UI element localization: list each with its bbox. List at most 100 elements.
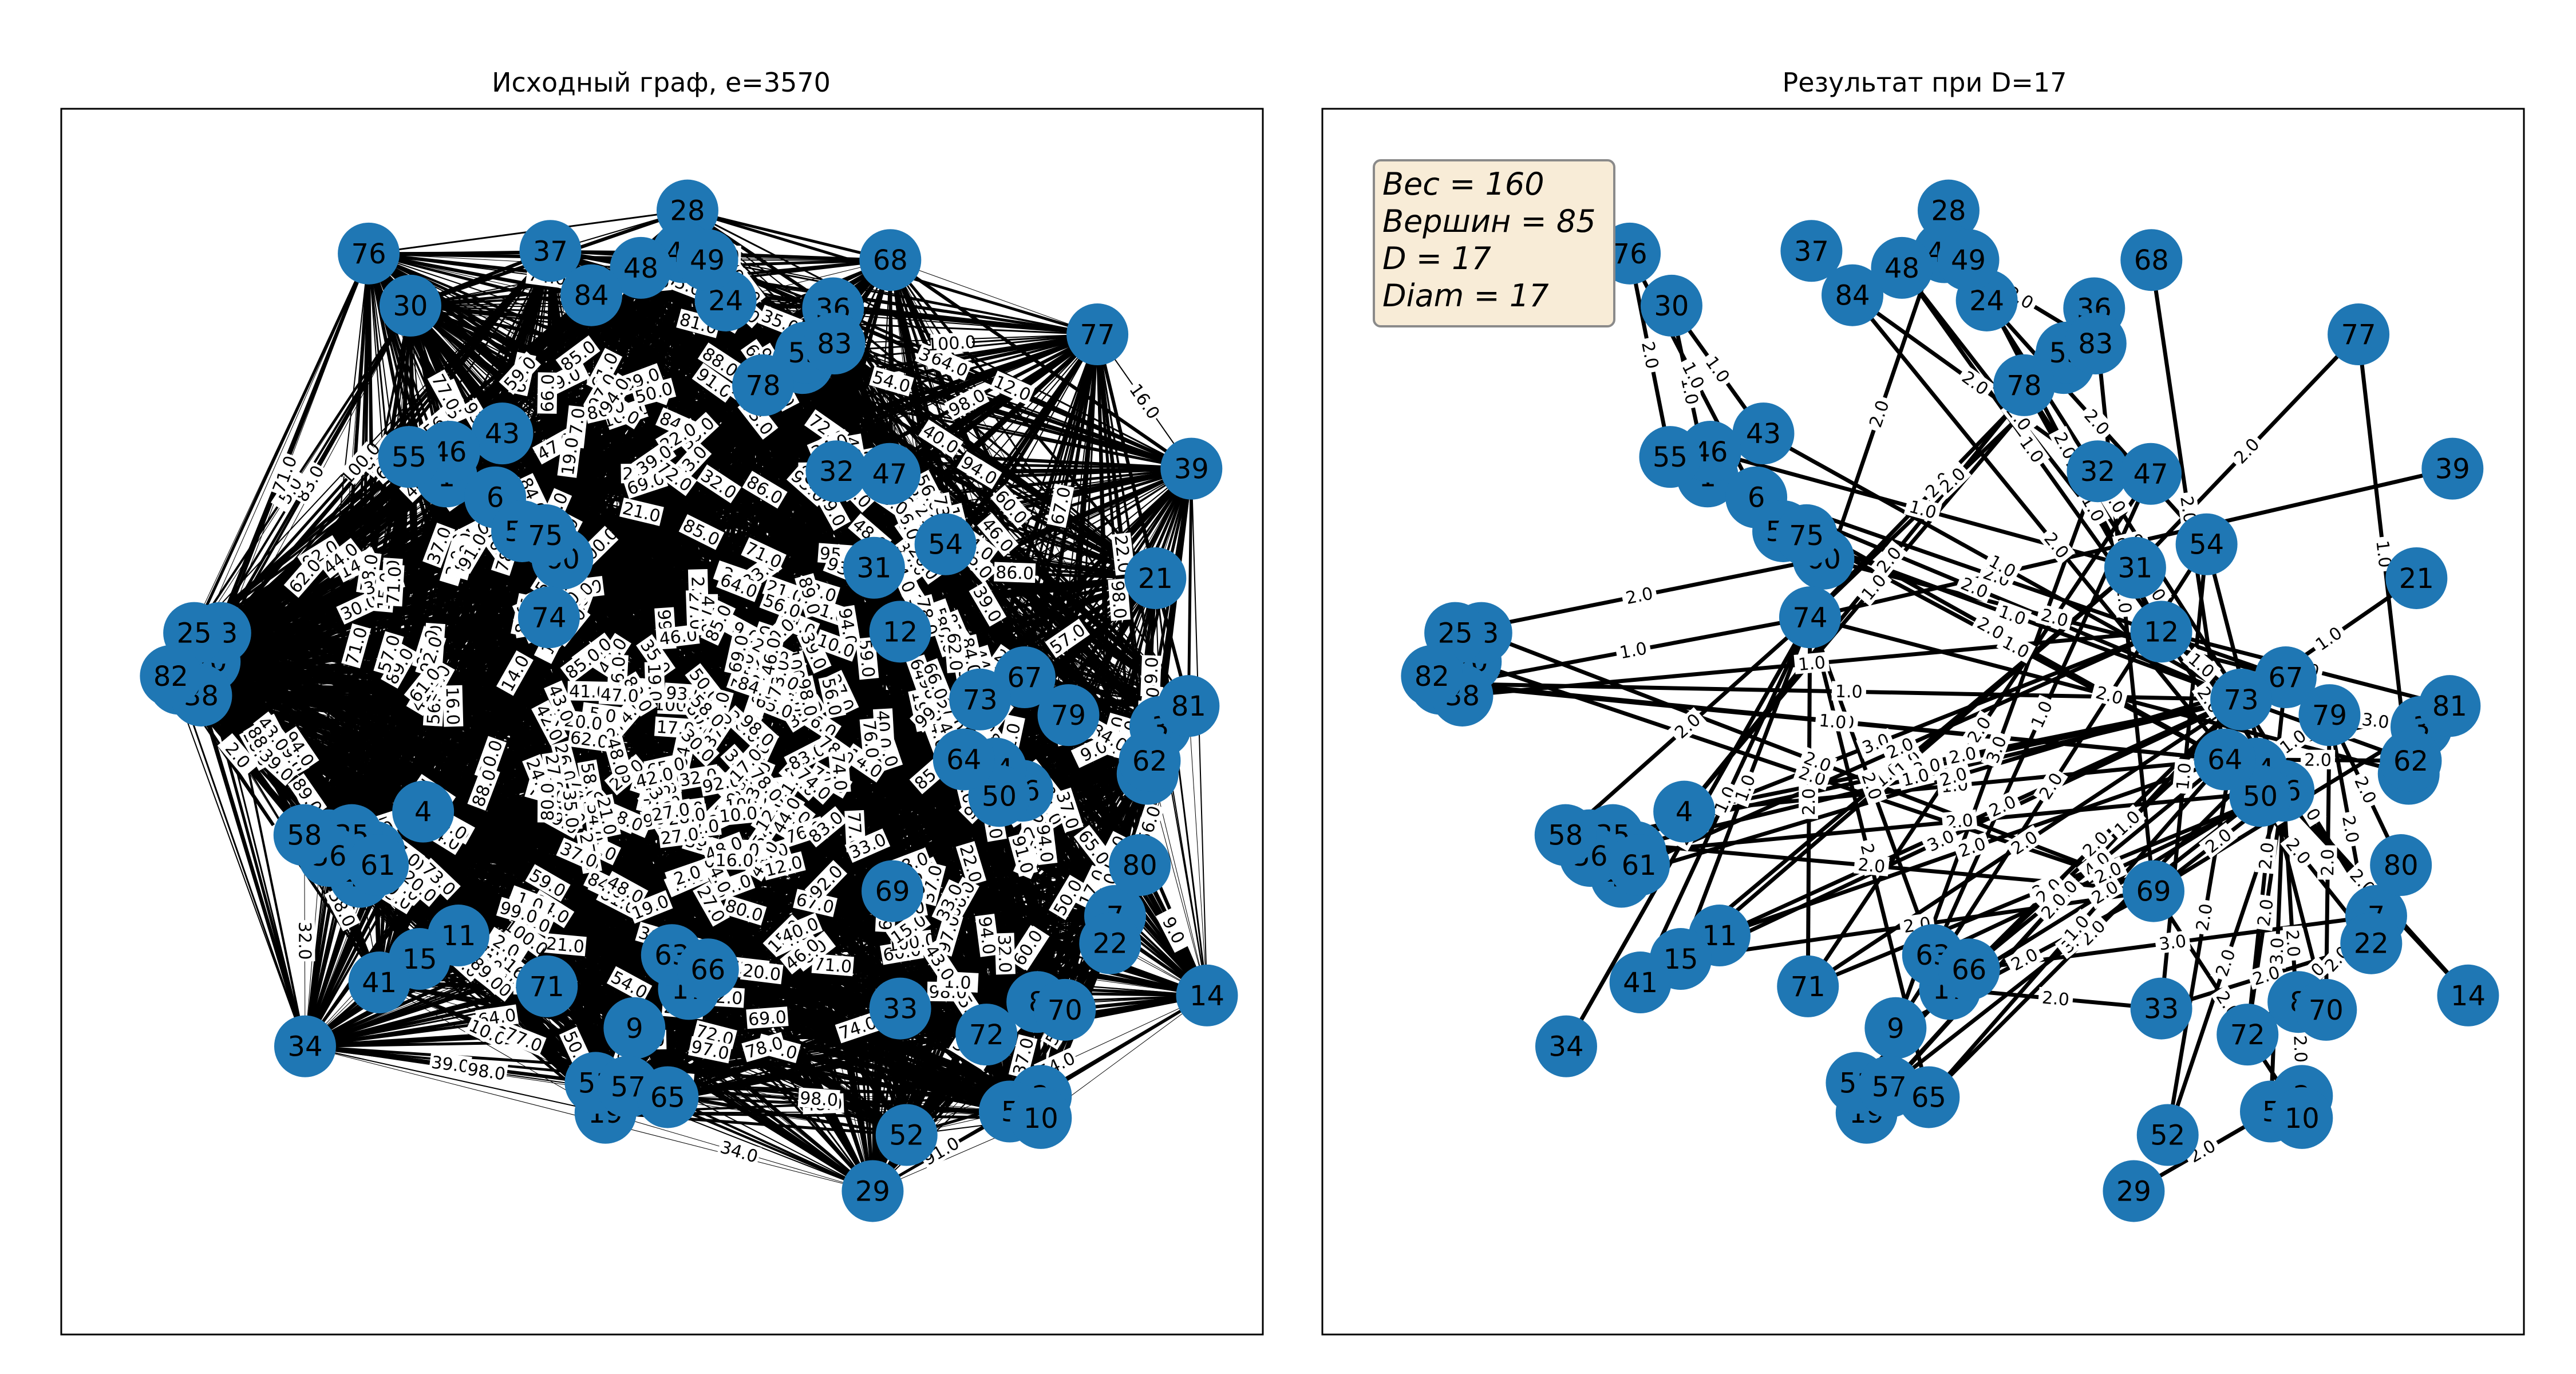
left-edge-label: 62.0 <box>943 630 967 673</box>
left-node-61: 61 <box>347 834 409 897</box>
left-node-29: 29 <box>841 1160 904 1222</box>
left-node-33: 33 <box>869 977 931 1040</box>
left-node-label: 12 <box>883 616 918 648</box>
left-node-76: 76 <box>338 222 400 285</box>
left-node-39: 39 <box>1160 437 1223 500</box>
left-edge-label-text: 66.0 <box>538 374 559 412</box>
left-edge-label: 98.0 <box>797 1087 840 1111</box>
left-node-4: 4 <box>392 780 455 843</box>
left-node-label: 80 <box>1123 850 1157 882</box>
left-node-75: 75 <box>514 504 576 566</box>
left-node-83: 83 <box>803 312 866 374</box>
left-node-34: 34 <box>274 1015 336 1077</box>
left-edge-label: 35.0 <box>559 787 583 831</box>
left-node-78: 78 <box>732 354 795 416</box>
left-node-82: 82 <box>140 645 202 707</box>
left-node-84: 84 <box>560 264 623 326</box>
left-node-label: 48 <box>623 252 658 285</box>
left-node-54: 54 <box>914 513 977 575</box>
left-node-68: 68 <box>859 229 922 291</box>
left-node-80: 80 <box>1109 834 1171 897</box>
left-node-81: 81 <box>1157 675 1220 737</box>
left-node-label: 33 <box>883 993 918 1025</box>
left-node-label: 78 <box>746 370 781 402</box>
left-node-label: 55 <box>392 441 426 473</box>
left-edge-label: 66.0 <box>537 372 559 414</box>
left-node-label: 69 <box>875 876 910 908</box>
left-node-9: 9 <box>603 997 666 1059</box>
left-node-73: 73 <box>949 668 1012 731</box>
left-edge-label-text: 98.0 <box>799 1088 839 1111</box>
left-node-label: 58 <box>287 820 322 852</box>
left-node-label: 77 <box>1080 319 1115 351</box>
left-edge-label: 47.0 <box>598 684 641 707</box>
right-panel-title: Результат при D=17 <box>1783 67 2067 98</box>
left-node-47: 47 <box>859 443 921 505</box>
left-edge-label-text: 32.0 <box>294 922 314 960</box>
left-edge-label: 86.0 <box>994 562 1036 584</box>
left-node-label: 61 <box>361 850 396 882</box>
left-edge-label: 100.0 <box>926 331 977 356</box>
left-node-label: 31 <box>856 552 891 585</box>
left-edge <box>304 855 330 1047</box>
left-edge-label-text: 71.0 <box>384 566 406 605</box>
left-node-label: 68 <box>873 244 908 277</box>
left-node-label: 47 <box>872 459 907 491</box>
left-edge <box>219 253 370 634</box>
left-node-label: 49 <box>690 244 725 277</box>
left-node-66: 66 <box>677 938 739 1001</box>
left-node-21: 21 <box>1124 547 1187 609</box>
left-node-label: 70 <box>1048 994 1082 1026</box>
left-node-label: 29 <box>855 1175 890 1207</box>
left-node-55: 55 <box>378 426 440 488</box>
left-node-41: 41 <box>348 951 410 1014</box>
left-edge-label: 80.0 <box>537 781 558 823</box>
left-edge-label-text: 69.0 <box>748 1007 787 1030</box>
left-edge-label-text: 62.0 <box>943 632 966 672</box>
left-node-79: 79 <box>1037 684 1100 747</box>
left-node-label: 83 <box>817 328 852 360</box>
left-node-32: 32 <box>805 440 868 503</box>
left-node-label: 74 <box>531 602 566 634</box>
left-edge <box>192 252 370 634</box>
left-edge <box>667 1096 874 1193</box>
left-node-14: 14 <box>1176 964 1238 1026</box>
left-node-label: 4 <box>414 796 432 828</box>
left-node-label: 43 <box>485 418 520 450</box>
left-node-label: 71 <box>530 971 564 1003</box>
left-node-49: 49 <box>676 229 738 291</box>
left-node-10: 10 <box>1010 1087 1072 1149</box>
left-edge <box>305 1045 606 1114</box>
left-node-52: 52 <box>875 1104 938 1166</box>
left-node-label: 72 <box>969 1019 1004 1051</box>
left-node-label: 25 <box>177 618 212 650</box>
left-node-label: 62 <box>1132 745 1167 777</box>
left-edge <box>350 253 370 835</box>
left-node-label: 32 <box>819 456 854 488</box>
left-node-label: 64 <box>946 744 981 776</box>
left-node-22: 22 <box>1079 912 1141 974</box>
left-edge-label-text: 21.0 <box>545 934 585 957</box>
left-edge-label-text: 86.0 <box>995 563 1034 584</box>
left-edge-label: 71.0 <box>382 564 405 607</box>
left-node-label: 21 <box>1138 563 1173 595</box>
left-node-70: 70 <box>1034 978 1096 1041</box>
left-edge-label-text: 100.0 <box>926 332 977 355</box>
left-node-label: 84 <box>574 280 609 312</box>
left-edge-label-text: 35.0 <box>559 789 582 829</box>
left-node-label: 76 <box>351 238 386 270</box>
left-edge-label-text: 47.0 <box>600 685 639 707</box>
left-node-label: 37 <box>533 235 568 267</box>
left-node-58: 58 <box>273 804 335 866</box>
left-node-71: 71 <box>516 955 578 1017</box>
left-edge-label: 32.0 <box>294 920 315 962</box>
left-node-label: 30 <box>393 290 428 322</box>
left-node-label: 67 <box>1007 662 1042 694</box>
left-edge <box>170 676 306 1047</box>
left-node-65: 65 <box>637 1066 699 1128</box>
left-node-label: 66 <box>690 954 725 986</box>
left-panel-title: Исходный граф, e=3570 <box>492 67 831 98</box>
left-node-label: 9 <box>626 1013 643 1045</box>
left-edge-label-text: 76.0 <box>859 719 882 759</box>
